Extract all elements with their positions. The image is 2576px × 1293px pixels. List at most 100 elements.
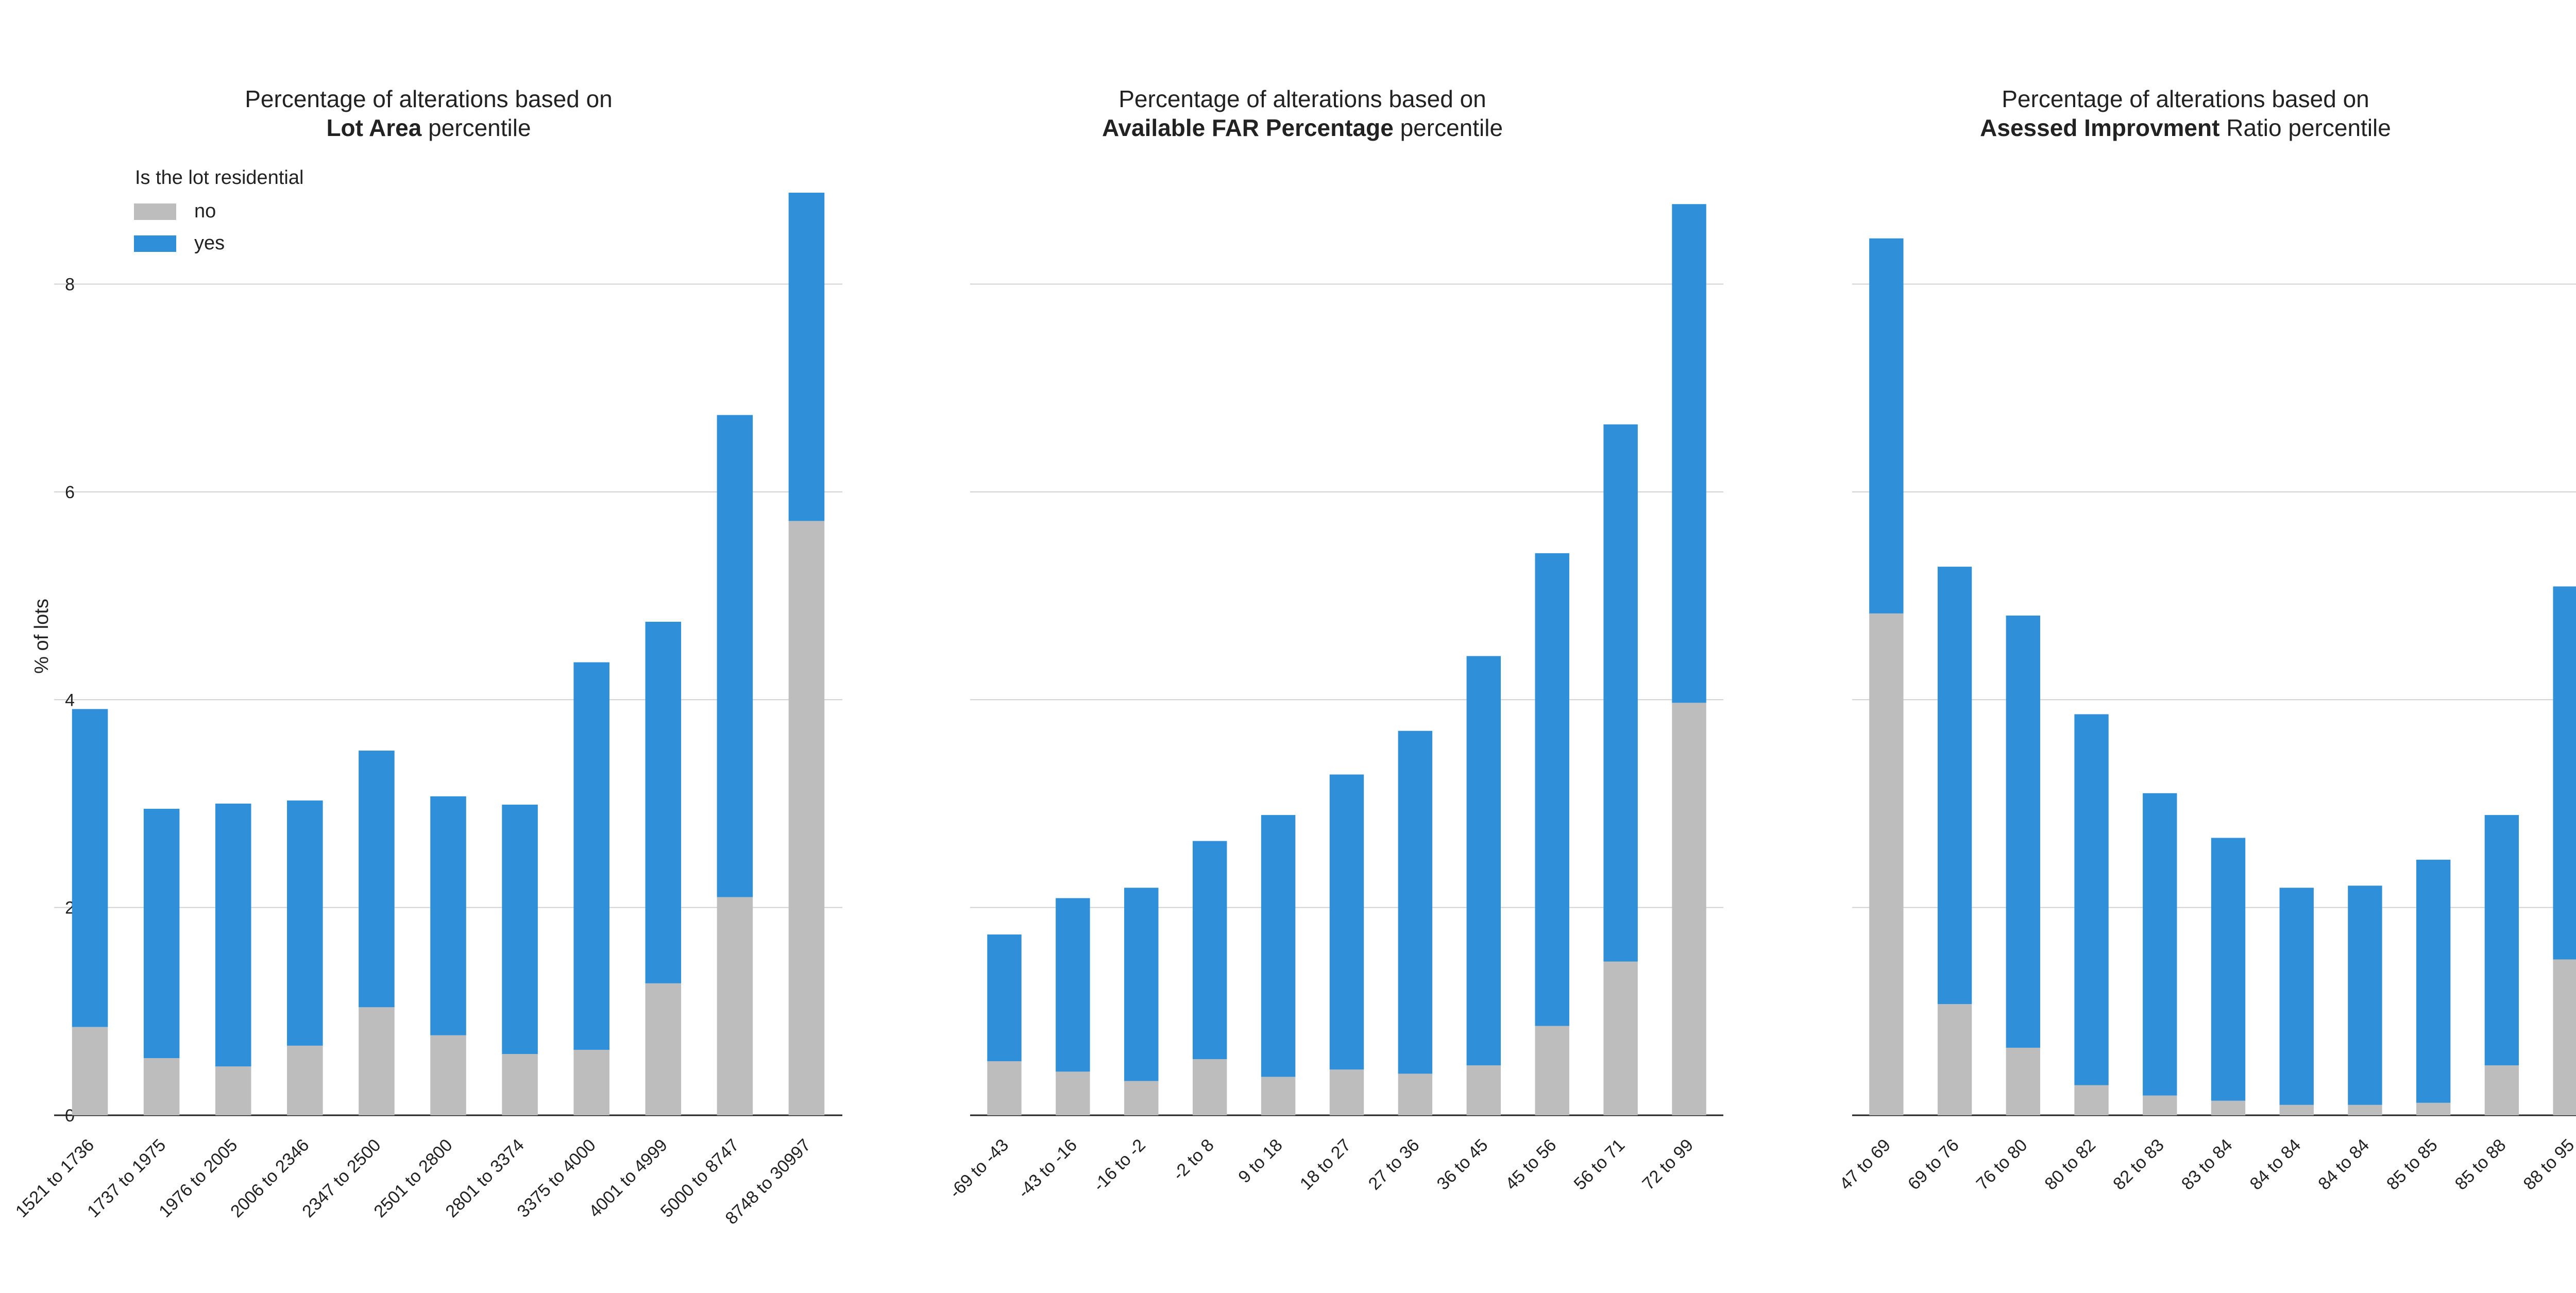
x-tick-label-2-1: -69 to -43 <box>945 1135 1012 1202</box>
chart-title-line2-2: Available FAR Percentage percentile <box>1102 114 1503 141</box>
x-tick-label-2-9: 45 to 56 <box>1502 1135 1561 1194</box>
bar-2-no-3 <box>1124 1081 1159 1115</box>
x-tick-label-3-2: 69 to 76 <box>1904 1135 1963 1194</box>
bar-3-no-8 <box>2348 1104 2382 1115</box>
bar-2-yes-11 <box>1672 204 1706 703</box>
bar-1-no-7 <box>502 1054 538 1115</box>
x-tick-label-2-5: 9 to 18 <box>1234 1135 1286 1187</box>
bar-2-yes-4 <box>1192 841 1227 1060</box>
bar-3-yes-5 <box>2143 793 2177 1096</box>
x-tick-label-2-3: -16 to -2 <box>1090 1135 1149 1195</box>
bar-3-no-4 <box>2074 1085 2109 1115</box>
chart-title-bold-3: Asessed Improvment <box>1980 114 2219 141</box>
bar-1-no-3 <box>215 1066 251 1115</box>
bar-3-yes-8 <box>2348 886 2382 1105</box>
bar-2-yes-10 <box>1603 424 1638 962</box>
bar-1-yes-5 <box>359 751 395 1008</box>
y-tick-label-4: 4 <box>65 690 75 710</box>
x-tick-label-2-7: 27 to 36 <box>1365 1135 1423 1194</box>
bar-1-yes-7 <box>502 804 538 1054</box>
bar-3-no-1 <box>1869 613 1904 1115</box>
bar-2-yes-5 <box>1261 815 1296 1077</box>
x-tick-label-2-8: 36 to 45 <box>1433 1135 1492 1194</box>
bar-2-yes-1 <box>987 934 1022 1062</box>
bar-2-yes-7 <box>1398 730 1433 1074</box>
bar-1-no-2 <box>143 1058 180 1115</box>
legend-label-no: no <box>194 200 216 222</box>
chart-title-suffix-1: percentile <box>421 114 531 141</box>
bar-3-no-11 <box>2553 959 2576 1115</box>
bar-1-no-8 <box>573 1049 609 1115</box>
bar-2-no-1 <box>987 1061 1022 1115</box>
x-tick-label-3-11: 88 to 95 <box>2520 1135 2576 1194</box>
chart-title-line1-1: Percentage of alterations based on <box>245 86 613 112</box>
bar-2-yes-2 <box>1056 898 1090 1072</box>
y-axis-label: % of lots <box>31 599 53 674</box>
legend-title: Is the lot residential <box>135 167 303 189</box>
bar-3-yes-7 <box>2279 888 2314 1105</box>
bar-1-no-6 <box>430 1035 466 1115</box>
bar-3-no-2 <box>1937 1004 1972 1115</box>
bar-3-no-9 <box>2416 1102 2451 1115</box>
bar-1-no-9 <box>645 983 682 1115</box>
bar-3-yes-2 <box>1937 567 1972 1005</box>
bar-1-no-5 <box>359 1007 395 1115</box>
x-tick-label-3-9: 85 to 85 <box>2383 1135 2442 1194</box>
bar-2-no-11 <box>1672 703 1706 1115</box>
bar-3-no-10 <box>2484 1065 2519 1115</box>
bar-2-no-2 <box>1056 1071 1090 1115</box>
bar-2-no-10 <box>1603 961 1638 1115</box>
chart-title-line2-1: Lot Area percentile <box>326 114 531 141</box>
x-tick-label-3-10: 85 to 88 <box>2451 1135 2510 1194</box>
bar-1-yes-11 <box>788 193 825 521</box>
bar-1-yes-1 <box>72 709 108 1027</box>
chart-title-bold-1: Lot Area <box>326 114 421 141</box>
bar-1-yes-10 <box>717 415 753 897</box>
bar-1-yes-9 <box>645 621 682 983</box>
x-tick-label-3-5: 82 to 83 <box>2109 1135 2168 1194</box>
x-tick-label-3-3: 76 to 80 <box>1973 1135 2031 1194</box>
y-tick-label-8: 8 <box>65 275 75 295</box>
chart-title-suffix-3: Ratio percentile <box>2219 114 2391 141</box>
x-tick-label-3-8: 84 to 84 <box>2314 1135 2373 1194</box>
bar-3-yes-6 <box>2211 838 2246 1101</box>
bar-3-no-3 <box>2006 1047 2040 1115</box>
bar-2-yes-6 <box>1329 774 1364 1070</box>
x-tick-label-2-6: 18 to 27 <box>1296 1135 1355 1194</box>
bar-3-yes-10 <box>2484 815 2519 1066</box>
bar-3-yes-9 <box>2416 859 2451 1103</box>
chart-title-line2-3: Asessed Improvment Ratio percentile <box>1980 114 2391 141</box>
bar-1-no-11 <box>788 521 825 1115</box>
legend-swatch-no <box>134 203 176 220</box>
chart-title-suffix-2: percentile <box>1394 114 1503 141</box>
bar-3-yes-4 <box>2074 714 2109 1085</box>
bar-2-no-5 <box>1261 1077 1296 1115</box>
bar-2-yes-8 <box>1466 656 1501 1066</box>
chart-title-line1-3: Percentage of alterations based on <box>2002 86 2369 112</box>
bar-1-yes-4 <box>287 800 323 1046</box>
bar-2-no-8 <box>1466 1065 1501 1115</box>
x-tick-label-2-10: 56 to 71 <box>1570 1135 1629 1194</box>
x-tick-label-2-11: 72 to 99 <box>1638 1135 1697 1194</box>
bar-1-yes-6 <box>430 796 466 1035</box>
chart-title-line1-2: Percentage of alterations based on <box>1118 86 1486 112</box>
x-tick-label-2-2: -43 to -16 <box>1014 1135 1081 1202</box>
legend-swatch-yes <box>134 235 176 252</box>
x-tick-label-3-4: 80 to 82 <box>2041 1135 2099 1194</box>
bar-2-yes-9 <box>1535 553 1569 1026</box>
x-tick-label-3-1: 47 to 69 <box>1836 1135 1894 1194</box>
bar-1-no-1 <box>72 1027 108 1115</box>
bar-3-yes-1 <box>1869 238 1904 614</box>
bar-3-no-6 <box>2211 1100 2246 1115</box>
bar-2-no-9 <box>1535 1026 1569 1115</box>
x-tick-label-2-4: -2 to 8 <box>1169 1135 1218 1184</box>
bar-3-yes-11 <box>2553 586 2576 960</box>
bar-1-yes-2 <box>143 809 180 1059</box>
chart-title-bold-2: Available FAR Percentage <box>1102 114 1394 141</box>
bar-1-yes-3 <box>215 803 251 1067</box>
legend-label-yes: yes <box>194 232 225 254</box>
bar-3-no-7 <box>2279 1104 2314 1115</box>
y-tick-label-6: 6 <box>65 483 75 502</box>
